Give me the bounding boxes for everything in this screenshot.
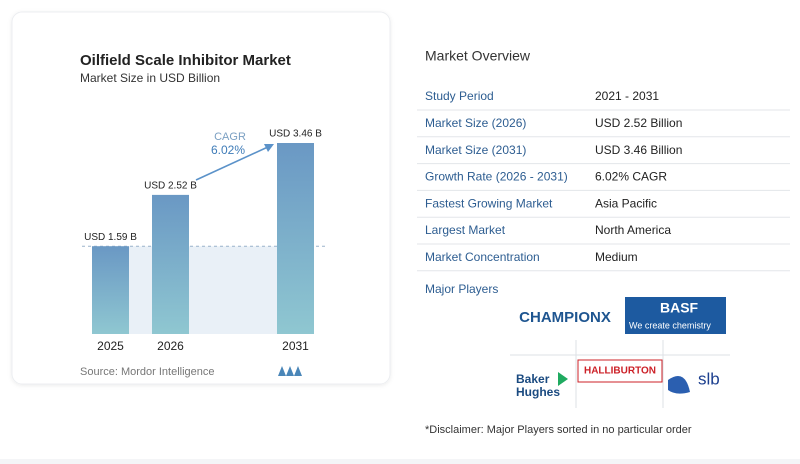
logo-halliburton: HALLIBURTON bbox=[584, 366, 656, 377]
logo-basf-tagline: We create chemistry bbox=[629, 320, 711, 330]
source-logo bbox=[278, 366, 302, 376]
x-tick-label: 2025 bbox=[97, 339, 124, 353]
disclaimer: *Disclaimer: Major Players sorted in no … bbox=[425, 424, 692, 436]
logo-championx: CHAMPIONX bbox=[519, 309, 611, 326]
logo-slb: slb bbox=[698, 369, 720, 388]
row-label: Market Size (2031) bbox=[425, 143, 526, 157]
row-label: Largest Market bbox=[425, 223, 506, 237]
bar bbox=[152, 194, 189, 334]
row-value: USD 2.52 Billion bbox=[595, 116, 682, 130]
row-value: Asia Pacific bbox=[595, 196, 657, 210]
cagr-value: 6.02% bbox=[211, 143, 245, 157]
row-value: Medium bbox=[595, 250, 638, 264]
row-label: Fastest Growing Market bbox=[425, 196, 553, 210]
row-label: Study Period bbox=[425, 89, 494, 103]
bar bbox=[92, 246, 129, 334]
source: Source: Mordor Intelligence bbox=[80, 366, 215, 378]
value-label: USD 3.46 B bbox=[269, 129, 322, 140]
x-tick-label: 2031 bbox=[282, 339, 309, 353]
overview-title: Market Overview bbox=[425, 48, 531, 64]
logo-basf-box bbox=[625, 297, 726, 334]
row-value: North America bbox=[595, 223, 671, 237]
logo-basf: BASF bbox=[660, 300, 699, 316]
row-label: Growth Rate (2026 - 2031) bbox=[425, 170, 568, 184]
row-value: 6.02% CAGR bbox=[595, 170, 667, 184]
logo-slb-mark bbox=[668, 376, 690, 394]
value-label: USD 1.59 B bbox=[84, 232, 137, 243]
chart-title: Oilfield Scale Inhibitor Market bbox=[80, 52, 291, 69]
arrow-head bbox=[264, 144, 274, 152]
value-label: USD 2.52 B bbox=[144, 181, 197, 192]
cagr-label: CAGR bbox=[214, 131, 246, 143]
chart-subtitle: Market Size in USD Billion bbox=[80, 71, 220, 85]
row-value: 2021 - 2031 bbox=[595, 89, 659, 103]
bar bbox=[277, 143, 314, 334]
cagr-arrow bbox=[195, 145, 271, 181]
logo-grid bbox=[510, 340, 730, 408]
row-label: Market Size (2026) bbox=[425, 116, 526, 130]
row-value: USD 3.46 Billion bbox=[595, 143, 682, 157]
logo-halliburton-box bbox=[577, 359, 663, 383]
logo-baker: Baker bbox=[516, 372, 550, 386]
logo-baker-mark bbox=[558, 372, 568, 386]
players-title: Major Players bbox=[425, 282, 498, 296]
row-label: Market Concentration bbox=[425, 250, 540, 264]
x-tick-label: 2026 bbox=[157, 339, 184, 353]
logo-hughes: Hughes bbox=[516, 385, 560, 399]
